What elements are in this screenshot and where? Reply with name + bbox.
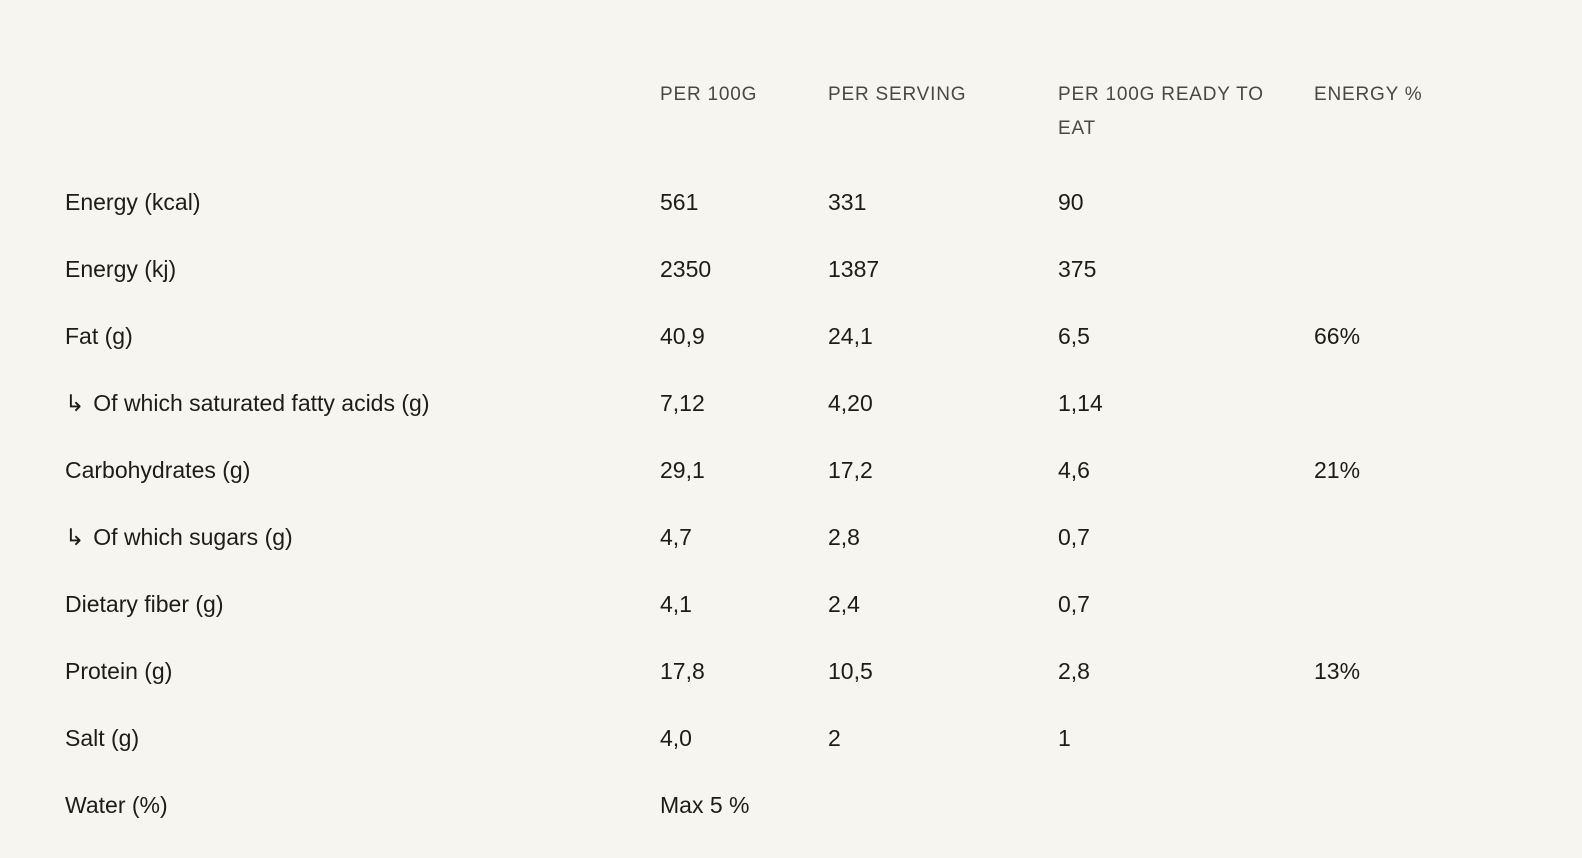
column-header-per-100g-ready-to-eat: PER 100G READY TO EAT (1058, 84, 1264, 139)
value-per-100g: 4,0 (660, 724, 692, 751)
row-label: Dietary fiber (g) (65, 590, 660, 618)
column-header-per-100g: PER 100G (660, 84, 758, 105)
value-energy-percent: 21% (1314, 456, 1361, 483)
table-row: Energy (kcal) 561 331 90 (65, 168, 1582, 235)
row-label: ↳ Of which sugars (g) (65, 523, 660, 551)
value-per-100g: 7,12 (660, 389, 705, 416)
value-per-serving: 1387 (828, 255, 880, 282)
table-row: Carbohydrates (g) 29,1 17,2 4,6 21% (65, 436, 1582, 503)
row-label-text: Fat (g) (65, 322, 133, 349)
sub-item-arrow-icon: ↳ (65, 389, 85, 416)
nutrition-table-body: Energy (kcal) 561 331 90 Energy (kj) 235… (65, 168, 1582, 838)
table-row: ↳ Of which sugars (g) 4,7 2,8 0,7 (65, 503, 1582, 570)
row-label: Energy (kj) (65, 255, 660, 283)
value-energy-percent: 66% (1314, 322, 1361, 349)
row-label: Carbohydrates (g) (65, 456, 660, 484)
value-per-100g-ready-to-eat: 6,5 (1058, 322, 1090, 349)
table-row: Fat (g) 40,9 24,1 6,5 66% (65, 302, 1582, 369)
row-label: Fat (g) (65, 322, 660, 350)
table-row: Protein (g) 17,8 10,5 2,8 13% (65, 637, 1582, 704)
value-per-100g: 4,7 (660, 523, 692, 550)
table-row: Energy (kj) 2350 1387 375 (65, 235, 1582, 302)
value-per-100g-ready-to-eat: 2,8 (1058, 657, 1090, 684)
value-per-100g: 561 (660, 188, 699, 215)
value-per-serving: 2,4 (828, 590, 860, 617)
row-label: ↳ Of which saturated fatty acids (g) (65, 389, 660, 417)
value-per-serving: 10,5 (828, 657, 873, 684)
row-label-text: Of which saturated fatty acids (g) (93, 389, 430, 416)
value-per-100g: 29,1 (660, 456, 705, 483)
value-per-serving: 4,20 (828, 389, 873, 416)
value-per-100g-ready-to-eat: 0,7 (1058, 523, 1090, 550)
column-header-energy-percent: ENERGY % (1314, 84, 1423, 105)
row-label-text: Protein (g) (65, 657, 173, 684)
nutrition-table-header: PER 100G PER SERVING PER 100G READY TO E… (65, 78, 1582, 146)
value-per-100g-ready-to-eat: 1 (1058, 724, 1071, 751)
value-energy-percent: 13% (1314, 657, 1361, 684)
row-label-text: Water (%) (65, 791, 168, 818)
column-header-per-serving: PER SERVING (828, 84, 967, 105)
value-per-100g: 4,1 (660, 590, 692, 617)
value-per-100g-ready-to-eat: 375 (1058, 255, 1097, 282)
value-per-100g: 40,9 (660, 322, 705, 349)
value-per-100g-ready-to-eat: 90 (1058, 188, 1084, 215)
value-per-serving: 2,8 (828, 523, 860, 550)
table-row: Dietary fiber (g) 4,1 2,4 0,7 (65, 570, 1582, 637)
value-per-serving: 331 (828, 188, 867, 215)
value-per-serving: 2 (828, 724, 841, 751)
value-per-serving: 24,1 (828, 322, 873, 349)
row-label-text: Energy (kcal) (65, 188, 201, 215)
row-label-text: Carbohydrates (g) (65, 456, 251, 483)
value-per-100g-ready-to-eat: 4,6 (1058, 456, 1090, 483)
table-row: Salt (g) 4,0 2 1 (65, 704, 1582, 771)
row-label: Water (%) (65, 791, 660, 819)
row-label-text: Salt (g) (65, 724, 140, 751)
table-row: Water (%) Max 5 % (65, 771, 1582, 838)
value-per-100g-ready-to-eat: 0,7 (1058, 590, 1090, 617)
row-label: Salt (g) (65, 724, 660, 752)
row-label: Protein (g) (65, 657, 660, 685)
value-per-100g: Max 5 % (660, 791, 750, 818)
row-label-text: Energy (kj) (65, 255, 177, 282)
value-per-100g: 17,8 (660, 657, 705, 684)
sub-item-arrow-icon: ↳ (65, 523, 85, 550)
value-per-100g: 2350 (660, 255, 712, 282)
table-row: ↳ Of which saturated fatty acids (g) 7,12… (65, 369, 1582, 436)
value-per-100g-ready-to-eat: 1,14 (1058, 389, 1103, 416)
row-label-text: Of which sugars (g) (93, 523, 293, 550)
value-per-serving: 17,2 (828, 456, 873, 483)
row-label-text: Dietary fiber (g) (65, 590, 224, 617)
row-label: Energy (kcal) (65, 188, 660, 216)
